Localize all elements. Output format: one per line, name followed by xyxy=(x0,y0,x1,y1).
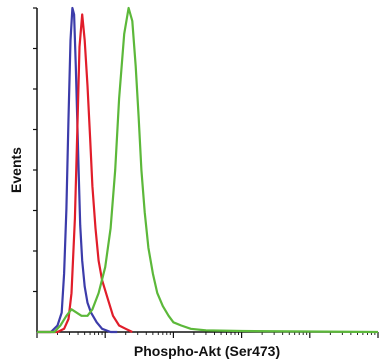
series-line-3 xyxy=(37,6,379,334)
series-lines xyxy=(37,6,379,334)
y-axis-title: Events xyxy=(8,147,24,193)
series-line-1 xyxy=(37,6,118,334)
x-axis-ticks xyxy=(36,332,379,338)
axes xyxy=(36,8,378,333)
x-axis-title: Phospho-Akt (Ser473) xyxy=(134,343,280,359)
y-axis-ticks xyxy=(33,7,37,293)
